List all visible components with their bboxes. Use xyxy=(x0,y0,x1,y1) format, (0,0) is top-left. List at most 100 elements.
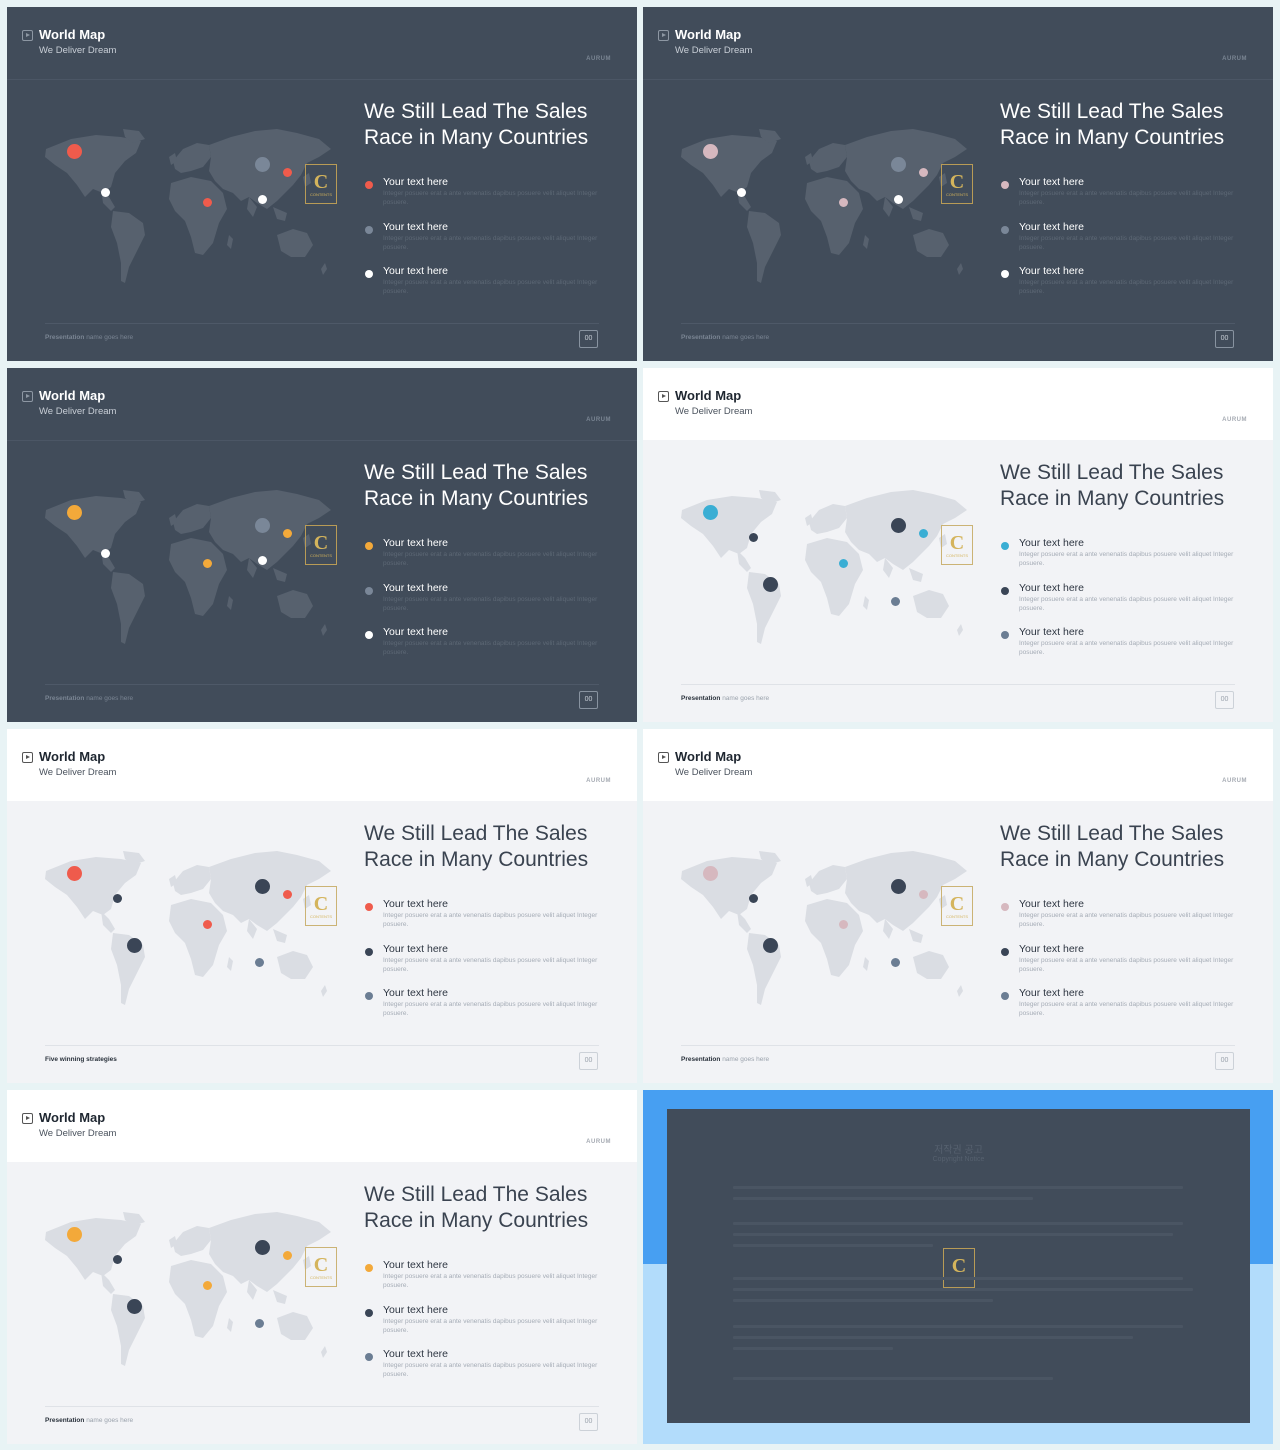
item-label: Your text here xyxy=(1019,265,1084,277)
map-marker xyxy=(838,919,848,929)
map-marker xyxy=(762,576,778,592)
map-marker xyxy=(254,156,270,172)
page-number: 00 xyxy=(579,1413,598,1431)
slide-title: World Map xyxy=(675,388,742,403)
slide-subtitle: We Deliver Dream xyxy=(39,1128,117,1139)
item-label: Your text here xyxy=(1019,582,1084,594)
bullet-icon xyxy=(1001,542,1009,550)
map-marker xyxy=(254,957,264,967)
map-marker xyxy=(702,504,718,520)
footer-divider xyxy=(45,1045,599,1046)
item-description: Integer posuere erat a ante venenatis da… xyxy=(383,551,598,567)
bullet-icon xyxy=(1001,587,1009,595)
item-description: Integer posuere erat a ante venenatis da… xyxy=(1019,912,1234,928)
slide-4[interactable]: World Map We Deliver Dream AURUM xyxy=(643,368,1273,722)
brand-label: AURUM xyxy=(586,1139,611,1145)
page-number: 00 xyxy=(1215,691,1234,709)
copyright-text-line xyxy=(733,1347,893,1350)
world-map xyxy=(681,490,967,644)
map-marker xyxy=(282,528,292,538)
item-description: Integer posuere erat a ante venenatis da… xyxy=(1019,235,1234,251)
item-description: Integer posuere erat a ante venenatis da… xyxy=(383,279,598,295)
item-description: Integer posuere erat a ante venenatis da… xyxy=(383,1001,598,1017)
map-marker xyxy=(890,878,906,894)
slide-6[interactable]: World Map We Deliver Dream AURUM xyxy=(643,729,1273,1083)
map-marker xyxy=(890,957,900,967)
item-description: Integer posuere erat a ante venenatis da… xyxy=(1019,190,1234,206)
bullet-icon xyxy=(365,1264,373,1272)
slide-subtitle: We Deliver Dream xyxy=(39,767,117,778)
slide-title: World Map xyxy=(39,1110,106,1125)
slide-header: World Map We Deliver Dream AURUM xyxy=(7,7,637,80)
copyright-box: 저작권 공고 Copyright Notice C CONTENTS xyxy=(667,1109,1250,1423)
bullet-icon xyxy=(365,542,373,550)
slide-title: World Map xyxy=(39,749,106,764)
slide-footer: Presentation name goes here xyxy=(681,1056,770,1063)
slide-footer: Presentation name goes here xyxy=(45,334,134,341)
play-icon xyxy=(658,391,669,402)
map-marker xyxy=(838,558,848,568)
slide-subtitle: We Deliver Dream xyxy=(675,406,753,417)
copyright-text-line xyxy=(733,1186,1183,1189)
item-label: Your text here xyxy=(383,943,448,955)
slide-footer: Presentation name goes here xyxy=(45,1417,134,1424)
slide-2[interactable]: World Map We Deliver Dream AURUM xyxy=(643,7,1273,361)
item-description: Integer posuere erat a ante venenatis da… xyxy=(1019,596,1234,612)
footer-divider xyxy=(681,1045,1235,1046)
item-label: Your text here xyxy=(383,987,448,999)
slide-header: World Map We Deliver Dream AURUM xyxy=(643,368,1273,440)
copyright-text-line xyxy=(733,1325,1183,1328)
map-marker xyxy=(838,197,848,207)
map-marker xyxy=(66,865,82,881)
slide-title: World Map xyxy=(675,27,742,42)
copyright-text-line xyxy=(733,1197,1033,1200)
contents-logo: C CONTENTS xyxy=(941,525,973,565)
map-marker xyxy=(890,596,900,606)
bullet-icon xyxy=(1001,903,1009,911)
map-marker xyxy=(202,1280,212,1290)
item-label: Your text here xyxy=(383,898,448,910)
bullet-icon xyxy=(365,181,373,189)
slide-header: World Map We Deliver Dream AURUM xyxy=(643,729,1273,801)
item-label: Your text here xyxy=(1019,626,1084,638)
item-label: Your text here xyxy=(383,221,448,233)
play-icon xyxy=(22,752,33,763)
slide-heading: We Still Lead The Sales Race in Many Cou… xyxy=(1000,822,1225,871)
item-description: Integer posuere erat a ante venenatis da… xyxy=(1019,957,1234,973)
slide-7[interactable]: World Map We Deliver Dream AURUM xyxy=(7,1090,637,1444)
map-marker xyxy=(66,1226,82,1242)
copyright-title: 저작권 공고 xyxy=(934,1145,983,1156)
slide-heading: We Still Lead The Sales Race in Many Cou… xyxy=(364,822,589,871)
slide-3[interactable]: World Map We Deliver Dream AURUM xyxy=(7,368,637,722)
footer-divider xyxy=(45,1406,599,1407)
play-icon xyxy=(658,752,669,763)
item-label: Your text here xyxy=(383,1348,448,1360)
world-map xyxy=(45,851,331,1005)
map-marker xyxy=(66,143,82,159)
map-marker xyxy=(202,919,212,929)
world-map xyxy=(681,129,967,283)
item-description: Integer posuere erat a ante venenatis da… xyxy=(383,235,598,251)
play-icon xyxy=(22,391,33,402)
slide-8-copyright[interactable]: 저작권 공고 Copyright Notice C CONTENTS xyxy=(643,1090,1273,1444)
bullet-icon xyxy=(365,270,373,278)
slide-header: World Map We Deliver Dream AURUM xyxy=(643,7,1273,80)
map-marker xyxy=(748,532,758,542)
slide-heading: We Still Lead The Sales Race in Many Cou… xyxy=(364,100,589,149)
contents-logo: C CONTENTS xyxy=(941,164,973,204)
bullet-icon xyxy=(1001,181,1009,189)
slide-heading: We Still Lead The Sales Race in Many Cou… xyxy=(364,1183,589,1232)
slide-footer: Five winning strategies xyxy=(45,1056,117,1063)
item-label: Your text here xyxy=(1019,898,1084,910)
slide-1[interactable]: World Map We Deliver Dream AURUM xyxy=(7,7,637,361)
contents-logo: C CONTENTS xyxy=(943,1248,975,1288)
copyright-text-line xyxy=(733,1222,1183,1225)
item-description: Integer posuere erat a ante venenatis da… xyxy=(383,596,598,612)
map-marker xyxy=(890,517,906,533)
slide-heading: We Still Lead The Sales Race in Many Cou… xyxy=(364,461,589,510)
bullet-icon xyxy=(365,631,373,639)
item-description: Integer posuere erat a ante venenatis da… xyxy=(1019,551,1234,567)
slide-5[interactable]: World Map We Deliver Dream AURUM xyxy=(7,729,637,1083)
page-number: 00 xyxy=(1215,330,1234,348)
bullet-icon xyxy=(365,226,373,234)
